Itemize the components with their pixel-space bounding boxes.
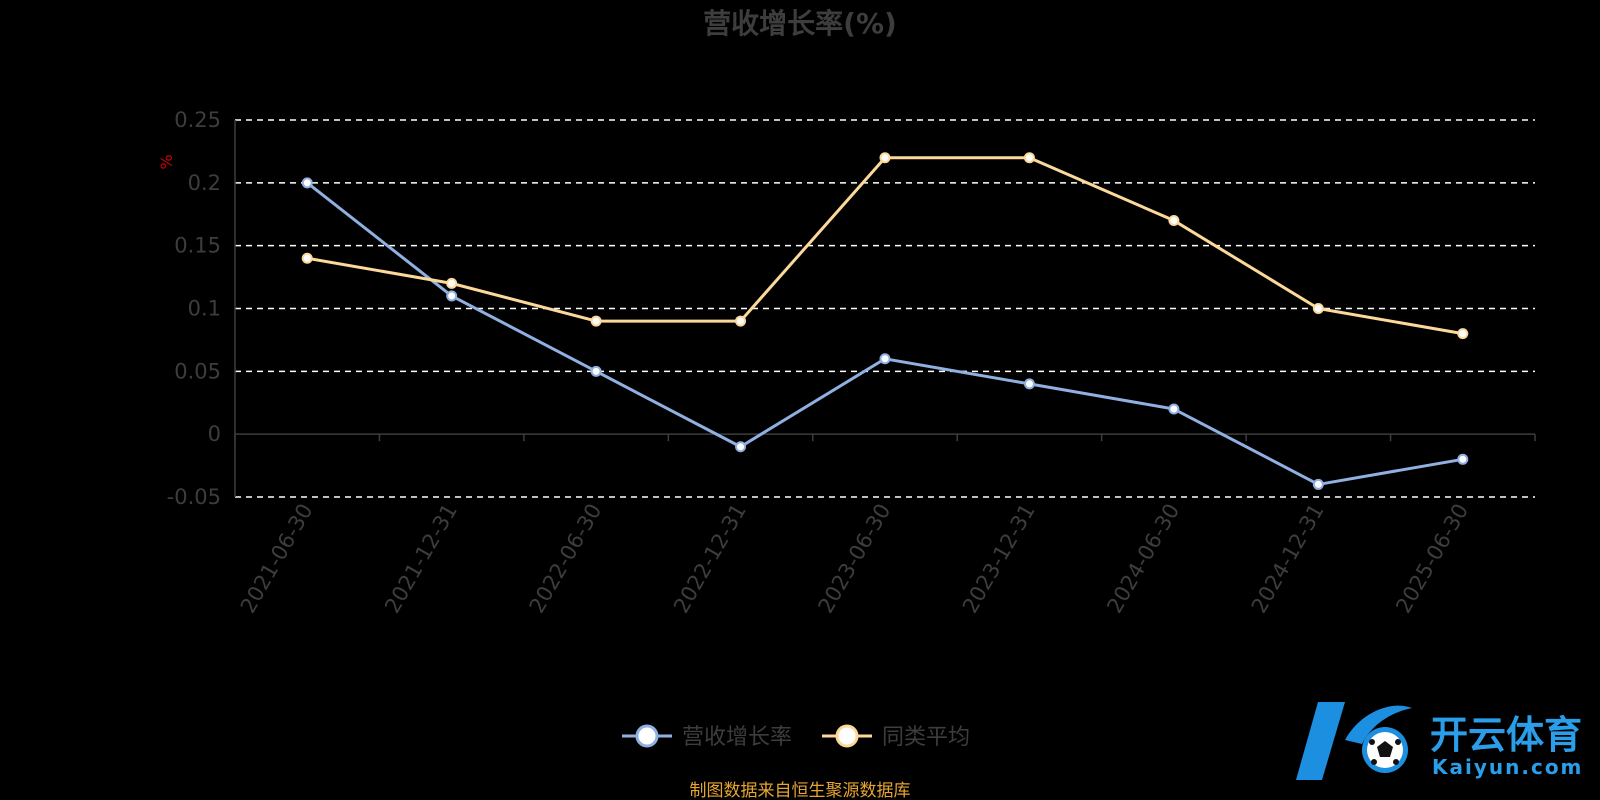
- series-lines: [301, 152, 1469, 490]
- axes: [234, 120, 1536, 497]
- x-tick-label: 2024-12-31: [1247, 500, 1329, 618]
- data-point[interactable]: [301, 177, 313, 189]
- data-point[interactable]: [1168, 215, 1180, 227]
- data-point[interactable]: [590, 365, 602, 377]
- chart-title: 营收增长率(%): [703, 7, 897, 40]
- x-tick-label: 2022-12-31: [669, 500, 751, 618]
- watermark-logo-icon: [1296, 702, 1412, 780]
- watermark-name: 开云体育: [1430, 713, 1582, 757]
- legend[interactable]: 营收增长率 同类平均: [622, 724, 970, 750]
- data-point[interactable]: [1023, 152, 1035, 164]
- data-point[interactable]: [1168, 403, 1180, 415]
- y-tick-label: 0.1: [188, 297, 221, 321]
- x-tick-label: 2022-06-30: [525, 500, 607, 618]
- x-tick-labels: 2021-06-30 2021-12-31 2022-06-30 2022-12-31…: [236, 499, 1473, 617]
- data-point[interactable]: [879, 353, 891, 365]
- legend-item-series-2[interactable]: 同类平均: [822, 724, 970, 750]
- data-point[interactable]: [1312, 303, 1324, 314]
- data-point[interactable]: [1457, 328, 1469, 340]
- y-tick-label: 0: [208, 422, 221, 446]
- data-point[interactable]: [590, 315, 602, 327]
- data-point[interactable]: [1457, 453, 1469, 465]
- x-tick-label: 2024-06-30: [1102, 500, 1184, 618]
- data-point[interactable]: [879, 152, 891, 164]
- data-point[interactable]: [1312, 478, 1324, 490]
- data-point[interactable]: [1023, 378, 1035, 390]
- legend-series-1-marker: [635, 724, 659, 748]
- data-point[interactable]: [446, 290, 458, 302]
- data-point[interactable]: [446, 277, 458, 289]
- grid-lines: [235, 119, 1535, 498]
- data-point[interactable]: [301, 252, 313, 264]
- legend-item-series-1[interactable]: 营收增长率: [622, 724, 792, 750]
- x-tick-label: 2021-06-30: [236, 500, 318, 618]
- y-tick-label: 0.2: [188, 171, 221, 195]
- data-point[interactable]: [735, 441, 747, 453]
- legend-series-1-label: 营收增长率: [682, 725, 792, 750]
- y-tick-label: 0.05: [174, 359, 221, 383]
- y-tick-labels: -0.05 0 0.05 0.1 0.15 0.2 0.25: [167, 108, 221, 509]
- source-note: 制图数据来自恒生聚源数据库: [690, 781, 911, 800]
- x-tick-label: 2025-06-30: [1391, 500, 1473, 618]
- y-tick-label: 0.25: [174, 108, 221, 132]
- legend-series-2-marker: [835, 724, 859, 748]
- legend-series-2-label: 同类平均: [882, 725, 970, 750]
- y-tick-label: -0.05: [167, 485, 221, 509]
- watermark-logo: 开云体育 Kaiyun.com: [1296, 702, 1583, 780]
- watermark-domain: Kaiyun.com: [1432, 755, 1583, 779]
- y-axis-unit: %: [157, 154, 176, 169]
- series-line-1: [306, 181, 1464, 486]
- x-tick-label: 2023-12-31: [958, 500, 1040, 618]
- x-tick-label: 2021-12-31: [380, 499, 462, 617]
- x-tick-label: 2023-06-30: [814, 500, 896, 618]
- y-tick-label: 0.15: [174, 234, 221, 258]
- data-point[interactable]: [735, 315, 747, 327]
